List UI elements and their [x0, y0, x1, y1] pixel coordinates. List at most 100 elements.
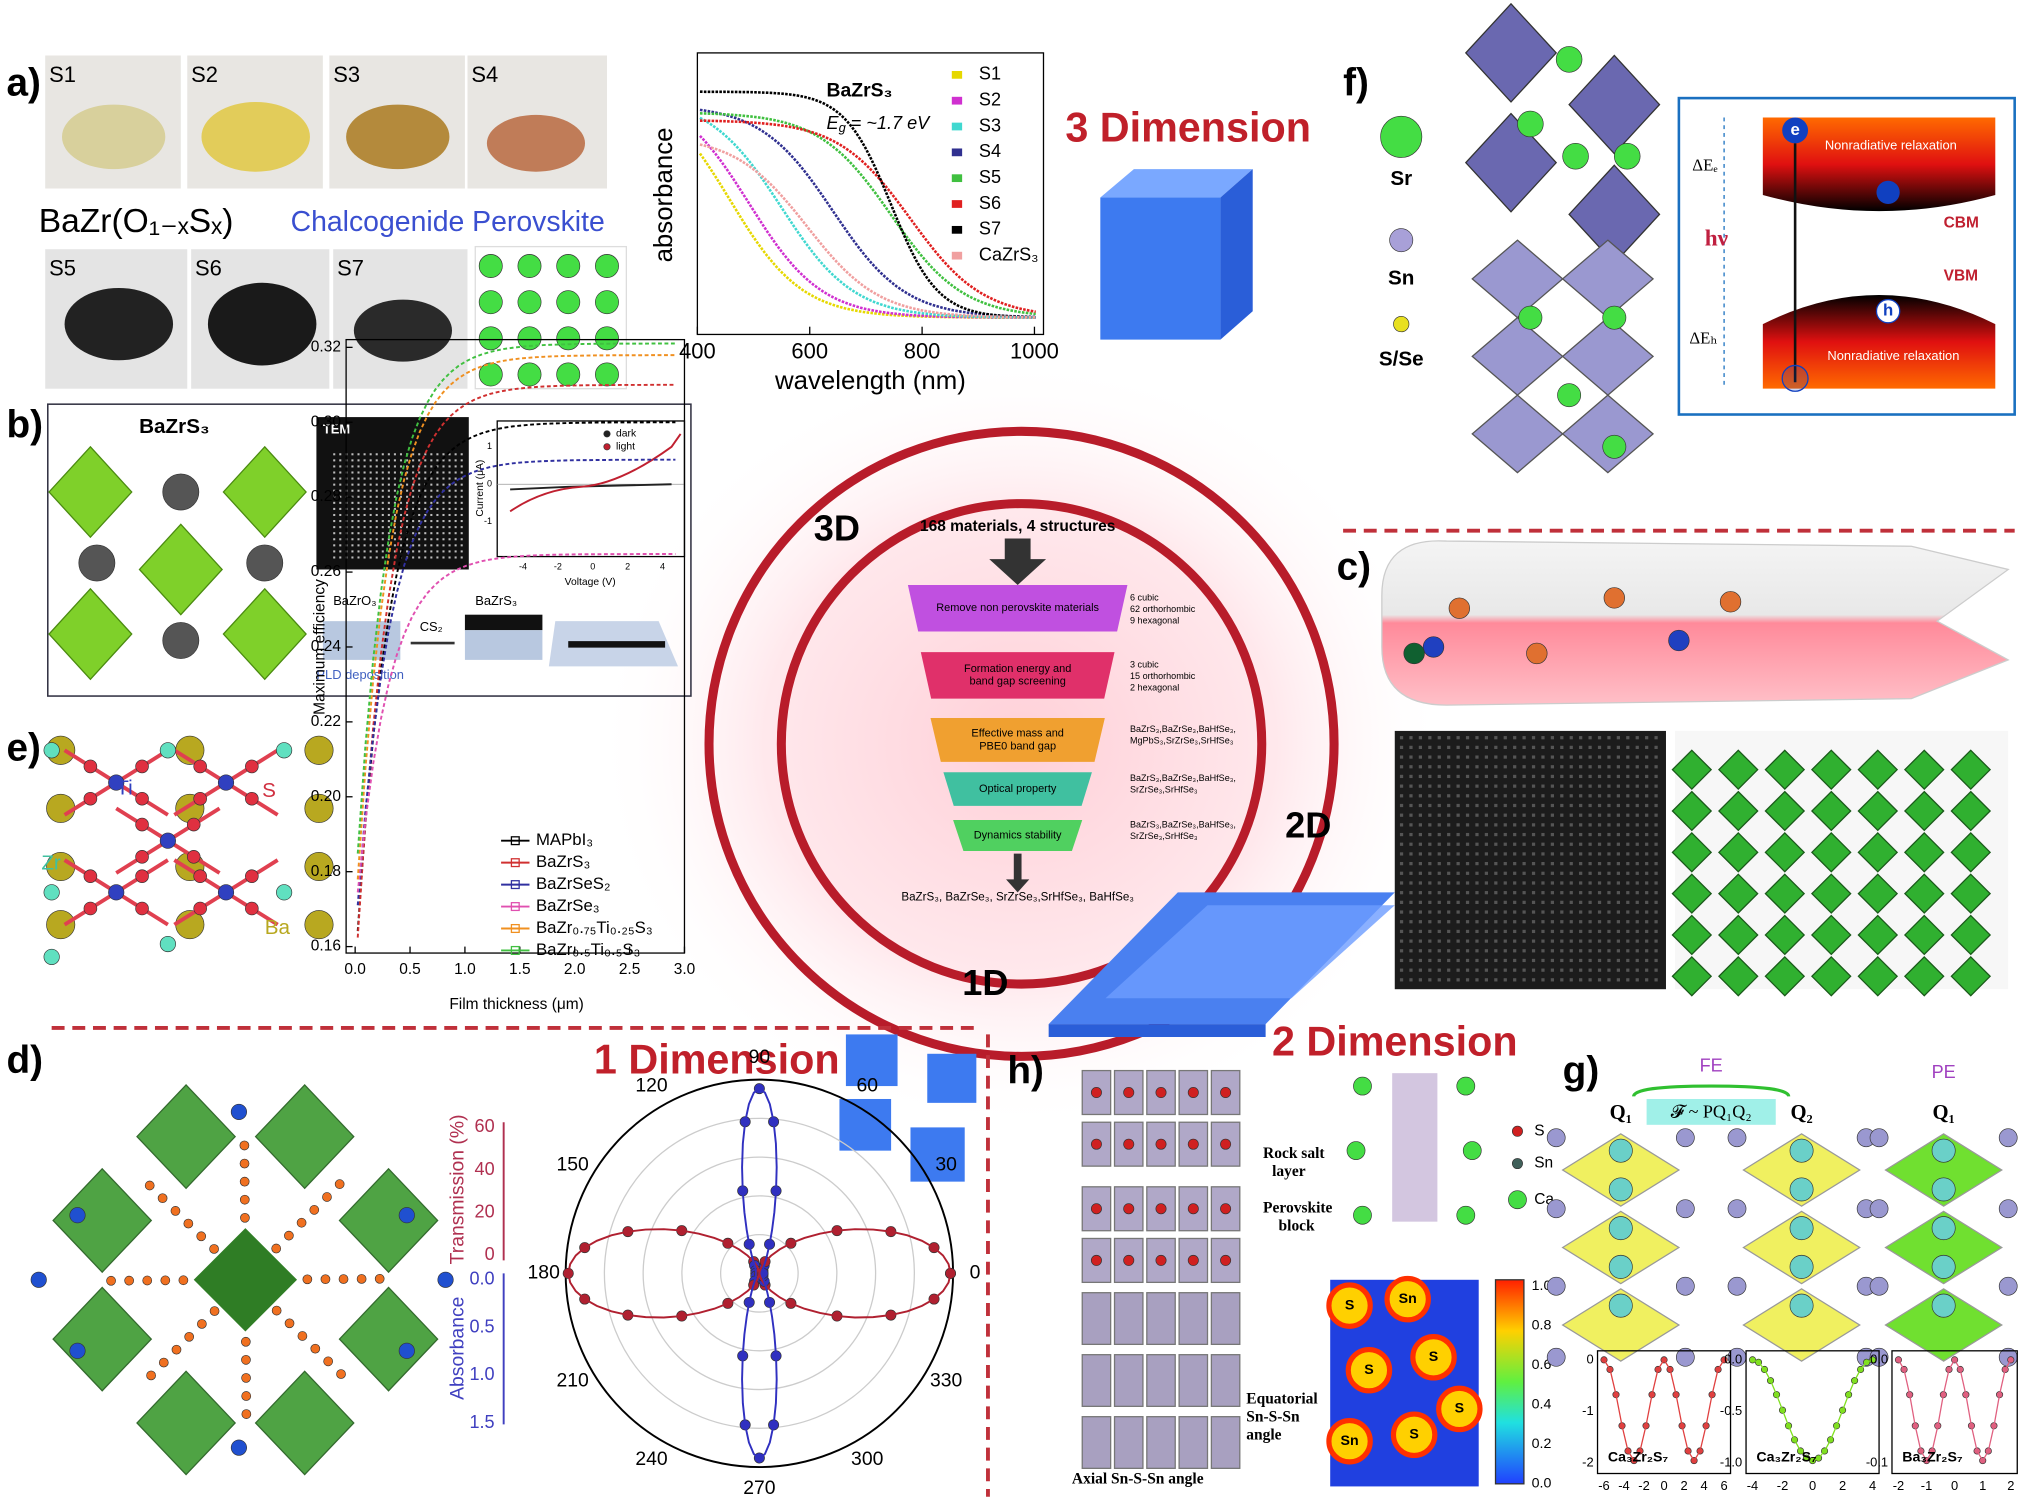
lattice-dot: [1654, 881, 1658, 885]
lattice-dot: [1503, 736, 1507, 740]
lattice-dot: [357, 520, 360, 523]
y-tick-label: 0.0: [1870, 1351, 1888, 1366]
x-tick-label: 3.0: [674, 961, 696, 978]
lattice-dot: [1428, 832, 1432, 837]
lattice-dot: [406, 495, 409, 498]
lattice-dot: [375, 532, 378, 535]
atom: [1562, 142, 1589, 170]
atom: [241, 1355, 251, 1365]
lattice-dot: [363, 495, 366, 498]
atom: [1090, 1138, 1102, 1150]
y-tick-label: 0.32: [311, 338, 341, 355]
x-tick-label: -4: [1618, 1478, 1629, 1493]
atom: [1518, 305, 1543, 330]
lattice-dot: [1588, 978, 1592, 982]
lattice-dot: [1531, 852, 1536, 856]
lattice-dot: [1626, 823, 1630, 827]
lattice-dot: [351, 507, 354, 510]
lattice-dot: [387, 526, 390, 529]
atom: [46, 910, 76, 940]
lattice-dot: [375, 465, 378, 468]
lattice-dot: [1654, 949, 1658, 953]
lattice-dot: [1607, 852, 1611, 856]
process-label: BaZrS₃: [475, 593, 517, 608]
lattice-dot: [1418, 862, 1423, 866]
lattice-dot: [448, 501, 451, 504]
lattice-dot: [1579, 774, 1583, 779]
octahedron: [1671, 956, 1713, 997]
lattice-dot: [381, 465, 384, 468]
legend-label: S4: [979, 141, 1001, 161]
lattice-dot: [1579, 881, 1583, 885]
atom: [241, 1409, 252, 1419]
lattice-dot: [1560, 765, 1564, 769]
map-label: S: [1364, 1362, 1373, 1378]
lattice-dot: [1437, 794, 1441, 798]
angle-label: 30: [935, 1154, 957, 1176]
atom: [240, 1336, 251, 1347]
lattice-dot: [1645, 736, 1649, 740]
octahedron: [1857, 956, 1899, 997]
octahedron: [1671, 832, 1713, 873]
legend-marker: [510, 945, 520, 955]
atom: [135, 901, 149, 916]
atom: [1220, 1254, 1232, 1266]
lattice-dot: [1465, 871, 1470, 875]
lattice-dot: [1531, 736, 1536, 740]
lattice-dot: [1569, 784, 1573, 788]
atom-label: S/Se: [1379, 348, 1424, 371]
x-tick-label: 2: [1839, 1478, 1846, 1493]
atom: [1187, 1254, 1199, 1266]
lattice-dot: [430, 483, 433, 486]
lattice-dot: [1447, 784, 1451, 788]
lattice-dot: [448, 520, 451, 523]
lattice-dot: [460, 520, 463, 523]
x-axis-label: wavelength (nm): [774, 367, 966, 395]
lattice-dot: [454, 520, 457, 523]
lattice-dot: [1447, 949, 1451, 953]
lattice-dot: [399, 471, 403, 474]
atom: [517, 254, 542, 278]
octahedron: [1561, 1133, 1681, 1207]
atom-label: Ti: [116, 776, 132, 799]
atom: [1155, 1203, 1167, 1215]
lattice-dot: [1588, 832, 1592, 837]
lattice-dot: [454, 477, 457, 480]
lattice-dot: [418, 520, 421, 523]
atom: [595, 362, 619, 387]
lattice-dot: [454, 465, 457, 468]
lattice-dot: [393, 501, 396, 504]
octahedron: [1471, 316, 1564, 396]
lattice-dot: [1522, 920, 1526, 924]
lattice-dot: [1645, 794, 1649, 798]
x-tick-label: 1.5: [509, 961, 531, 978]
angle-label: angle: [1246, 1427, 1281, 1444]
lattice-dot: [1597, 765, 1602, 769]
atom: [239, 1158, 250, 1169]
energy-label: ΔEₕ: [1689, 328, 1717, 347]
atom: [1353, 1205, 1372, 1225]
ring-label: 2D: [1285, 804, 1331, 845]
lattice-dot: [448, 507, 451, 510]
lattice-dot: [1437, 939, 1441, 943]
lattice-dot: [1522, 978, 1526, 982]
atom: [302, 1274, 313, 1285]
lattice-dot: [1484, 842, 1489, 846]
sn-atom: [1608, 1177, 1633, 1202]
lattice-dot: [1588, 765, 1592, 769]
lattice-dot: [369, 465, 372, 468]
lattice-dot: [375, 544, 378, 547]
lattice-dot: [1522, 736, 1526, 740]
lattice-dot: [1475, 900, 1479, 904]
octahedron: [1857, 832, 1899, 873]
lattice-dot: [1513, 736, 1517, 740]
lattice-dot: [357, 532, 360, 535]
lattice-dot: [1503, 920, 1507, 924]
lattice-dot: [363, 544, 366, 547]
lattice-dot: [1399, 900, 1404, 904]
lattice-dot: [381, 489, 384, 492]
lattice-dot: [1475, 929, 1479, 934]
lattice-dot: [1437, 842, 1441, 846]
atom: [595, 326, 619, 351]
tick-label: 0: [485, 1244, 495, 1264]
